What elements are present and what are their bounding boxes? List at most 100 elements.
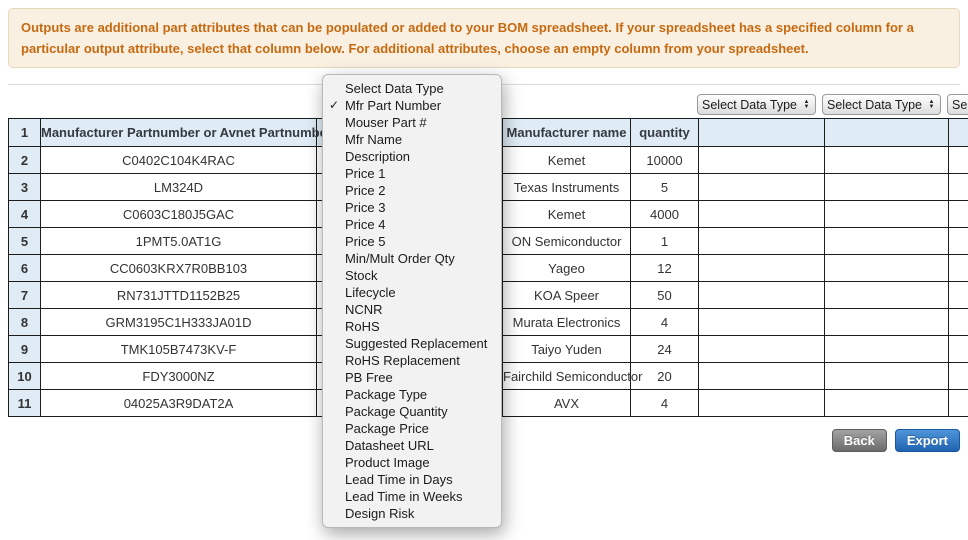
menu-item[interactable]: ✓ NCNR [323, 301, 501, 318]
menu-item[interactable]: ✓ Description [323, 148, 501, 165]
arrow-down-icon: ▼ [928, 103, 935, 110]
action-buttons: Back Export [831, 429, 960, 452]
empty-cell-2 [824, 173, 949, 201]
quantity-cell: 12 [630, 254, 699, 282]
menu-item[interactable]: ✓ Price 3 [323, 199, 501, 216]
header-quantity: quantity [630, 118, 699, 147]
menu-item-label: NCNR [345, 302, 383, 317]
menu-item[interactable]: ✓ Package Price [323, 420, 501, 437]
row-number-cell: 8 [8, 308, 41, 336]
menu-item[interactable]: ✓ Mouser Part # [323, 114, 501, 131]
empty-cell-1 [698, 173, 825, 201]
row-number-cell: 11 [8, 389, 41, 417]
arrow-up-icon: ▲ [803, 98, 810, 105]
menu-item-label: PB Free [345, 370, 393, 385]
menu-item-label: Package Quantity [345, 404, 448, 419]
row-number-cell: 10 [8, 362, 41, 390]
checkmark-icon: ✓ [328, 98, 340, 112]
empty-cell-3 [948, 200, 968, 228]
empty-cell-2 [824, 389, 949, 417]
menu-item-label: Package Type [345, 387, 428, 402]
menu-item-label: Stock [345, 268, 378, 283]
menu-item[interactable]: ✓ Package Quantity [323, 403, 501, 420]
empty-cell-1 [698, 281, 825, 309]
quantity-cell: 1 [630, 227, 699, 255]
empty-cell-2 [824, 200, 949, 228]
menu-item-label: Price 5 [345, 234, 386, 249]
empty-cell-2 [824, 254, 949, 282]
empty-cell-3 [948, 227, 968, 255]
arrow-up-icon: ▲ [928, 98, 935, 105]
menu-item-label: Lifecycle [345, 285, 396, 300]
empty-cell-1 [698, 362, 825, 390]
empty-cell-3 [948, 335, 968, 363]
menu-item[interactable]: ✓ Suggested Replacement [323, 335, 501, 352]
table-row: 5 1PMT5.0AT1G ON Semiconductor 1 [8, 227, 968, 255]
quantity-cell: 50 [630, 281, 699, 309]
quantity-cell: 4000 [630, 200, 699, 228]
menu-item[interactable]: ✓ Stock [323, 267, 501, 284]
menu-item[interactable]: ✓ Datasheet URL [323, 437, 501, 454]
empty-cell-3 [948, 173, 968, 201]
menu-item-label: Min/Mult Order Qty [345, 251, 455, 266]
menu-item[interactable]: ✓ Lead Time in Weeks [323, 488, 501, 505]
menu-item-label: Lead Time in Weeks [345, 489, 463, 504]
empty-cell-1 [698, 389, 825, 417]
empty-cell-1 [698, 200, 825, 228]
row-number-cell: 7 [8, 281, 41, 309]
menu-item[interactable]: ✓ Price 1 [323, 165, 501, 182]
part-number-cell: LM324D [40, 173, 317, 201]
menu-item-label: Description [345, 149, 411, 164]
header-partnumber: Manufacturer Partnumber or Avnet Partnum… [40, 118, 332, 147]
manufacturer-cell: KOA Speer [502, 281, 631, 309]
header-extra-3 [948, 118, 968, 147]
quantity-cell: 10000 [630, 146, 699, 174]
empty-cell-2 [824, 335, 949, 363]
menu-item-label: Product Image [345, 455, 430, 470]
table-row: 11 04025A3R9DAT2A AVX 4 [8, 389, 968, 417]
quantity-cell: 5 [630, 173, 699, 201]
empty-cell-2 [824, 146, 949, 174]
banner-text: Outputs are additional part attributes t… [21, 20, 914, 56]
outputs-info-banner: Outputs are additional part attributes t… [8, 8, 960, 68]
column-select-2[interactable]: Select Data Type ▲ ▼ [822, 94, 941, 115]
manufacturer-cell: Kemet [502, 200, 631, 228]
menu-item[interactable]: ✓ Package Type [323, 386, 501, 403]
column-select-1-value: Select Data Type [702, 97, 797, 112]
menu-item[interactable]: ✓ Min/Mult Order Qty [323, 250, 501, 267]
column-select-3[interactable]: Select Data Type ▲ ▼ [947, 94, 968, 115]
part-number-cell: TMK105B7473KV-F [40, 335, 317, 363]
empty-cell-3 [948, 254, 968, 282]
column-select-1[interactable]: Select Data Type ▲ ▼ [697, 94, 816, 115]
menu-item[interactable]: ✓ PB Free [323, 369, 501, 386]
menu-item-label: Price 3 [345, 200, 386, 215]
menu-item[interactable]: ✓ Price 2 [323, 182, 501, 199]
menu-item[interactable]: ✓ Mfr Part Number [323, 97, 501, 114]
manufacturer-cell: Fairchild Semiconductor [502, 362, 642, 390]
menu-item[interactable]: ✓ Product Image [323, 454, 501, 471]
menu-item[interactable]: ✓ Price 5 [323, 233, 501, 250]
export-button[interactable]: Export [894, 429, 960, 452]
empty-cell-3 [948, 308, 968, 336]
row-number-cell: 3 [8, 173, 41, 201]
row-number-cell: 5 [8, 227, 41, 255]
menu-item-label: RoHS Replacement [345, 353, 460, 368]
menu-item[interactable]: ✓ Lifecycle [323, 284, 501, 301]
menu-item-label: Suggested Replacement [345, 336, 488, 351]
menu-item-label: Select Data Type [345, 81, 444, 96]
menu-item[interactable]: ✓ Design Risk [323, 505, 501, 522]
menu-item[interactable]: ✓ RoHS Replacement [323, 352, 501, 369]
back-button[interactable]: Back [831, 429, 887, 452]
menu-item-label: Mfr Name [345, 132, 403, 147]
manufacturer-cell: Murata Electronics [502, 308, 631, 336]
menu-item[interactable]: ✓ Price 4 [323, 216, 501, 233]
menu-item-label: Mfr Part Number [345, 98, 442, 113]
menu-item[interactable]: ✓ Mfr Name [323, 131, 501, 148]
arrow-down-icon: ▼ [803, 103, 810, 110]
menu-item[interactable]: ✓ Lead Time in Days [323, 471, 501, 488]
menu-item[interactable]: ✓ Select Data Type [323, 80, 501, 97]
row-number-cell: 4 [8, 200, 41, 228]
menu-item-label: Price 4 [345, 217, 386, 232]
menu-item[interactable]: ✓ RoHS [323, 318, 501, 335]
